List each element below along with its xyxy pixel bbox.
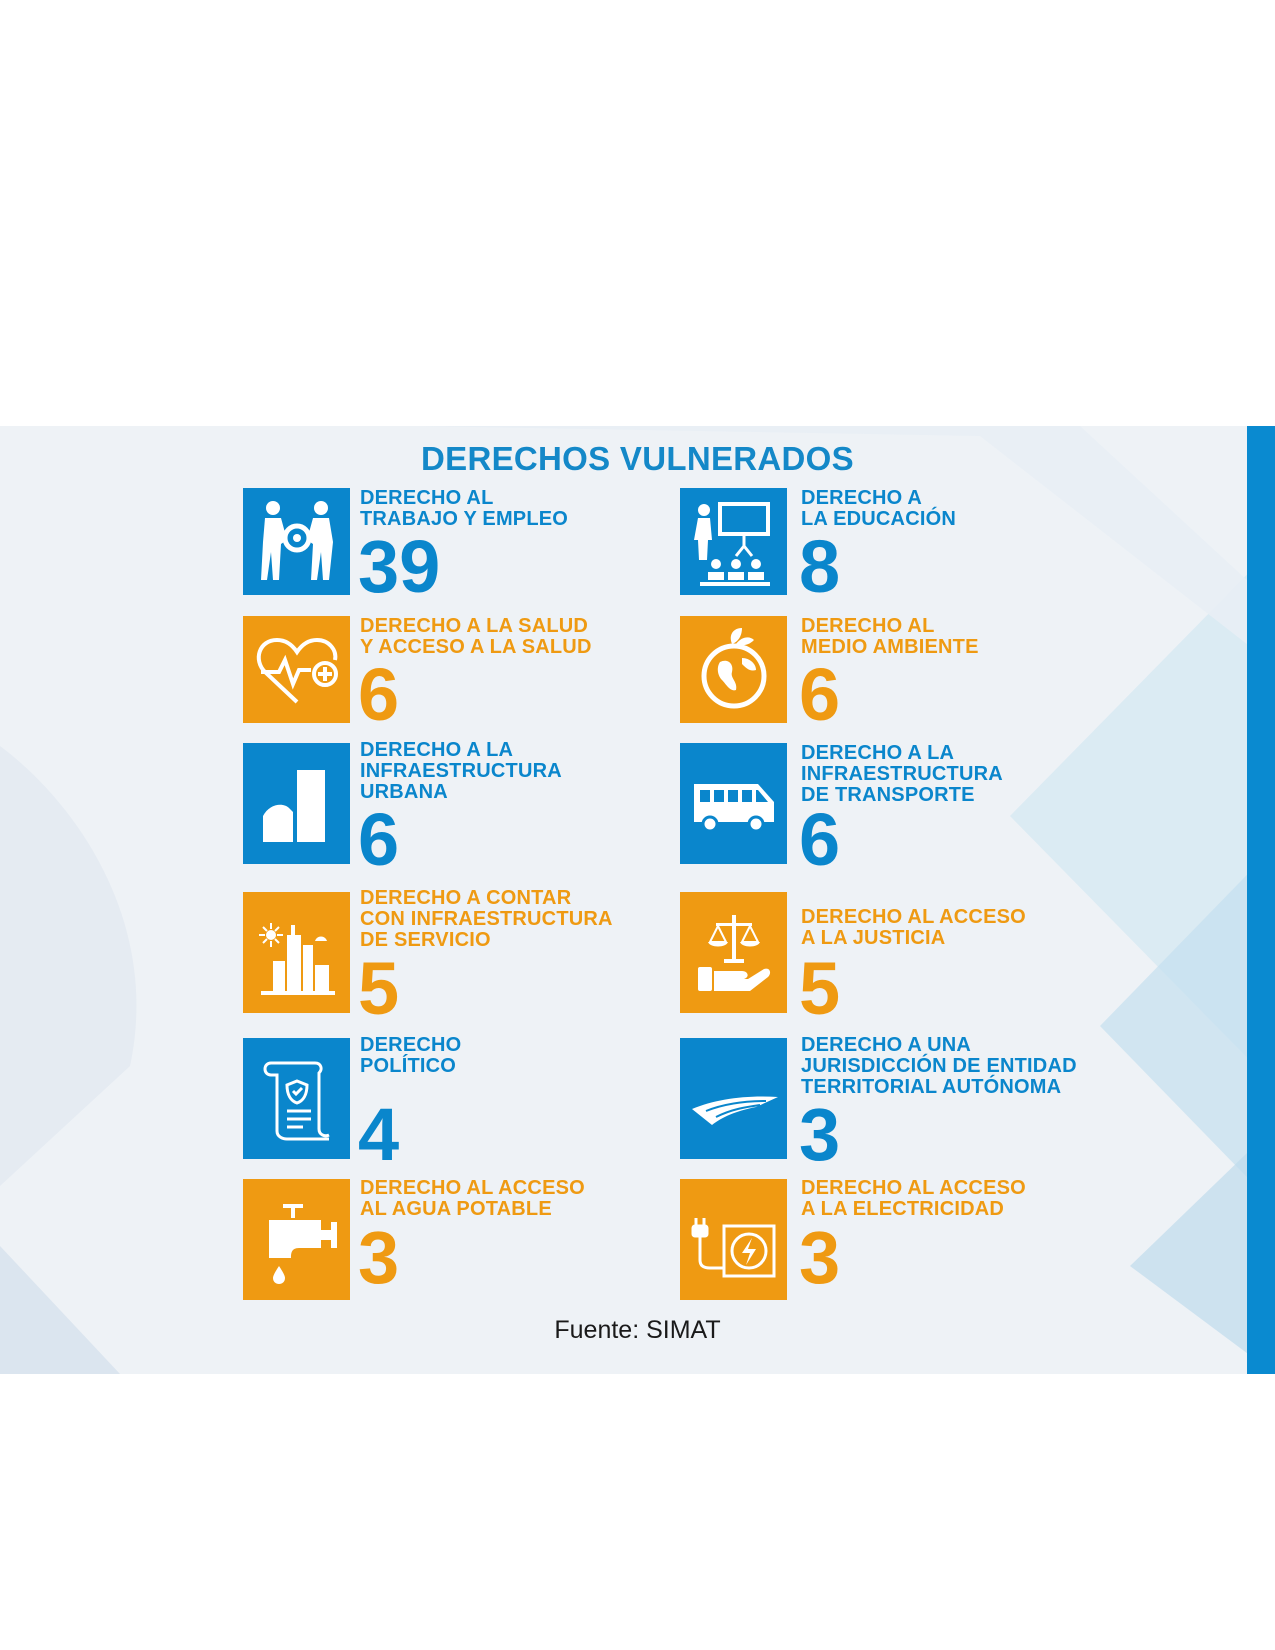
workers-gear-icon [243,488,350,595]
bus-icon [680,743,787,864]
item-label: DERECHO A LA INFRAESTRUCTURA URBANA [360,739,562,803]
item-label: DERECHO A LA INFRAESTRUCTURA DE TRANSPOR… [801,742,1003,806]
item-label: DERECHO A LA EDUCACIÓN [801,487,956,530]
document-shield-icon [243,1038,350,1159]
urban-buildings-icon [243,743,350,864]
source-caption: Fuente: SIMAT [554,1316,721,1344]
infographic-title: DERECHOS VULNERADOS [421,440,854,477]
item-label: DERECHO A LA SALUD Y ACCESO A LA SALUD [360,615,592,658]
background-decoration [0,426,1275,1374]
heart-pulse-icon [243,616,350,723]
item-value: 5 [358,947,400,1030]
item-value: 3 [358,1216,400,1299]
justice-scale-hand-icon [680,892,787,1013]
infographic-panel: DERECHOS VULNERADOS DERECHO AL TRABAJO Y… [0,426,1275,1374]
earth-leaves-icon [680,616,787,723]
electric-plug-icon [680,1179,787,1300]
territory-land-icon [680,1038,787,1159]
item-label: DERECHO POLÍTICO [360,1034,462,1077]
item-label: DERECHO AL MEDIO AMBIENTE [801,615,979,658]
item-label: DERECHO AL TRABAJO Y EMPLEO [360,487,569,530]
item-label: DERECHO A UNA JURISDICCIÓN DE ENTIDAD TE… [801,1034,1077,1098]
item-value: 3 [799,1093,841,1176]
item-value: 3 [799,1216,841,1299]
item-value: 6 [358,798,400,881]
item-value: 4 [358,1093,400,1176]
city-services-icon [243,892,350,1013]
item-label: DERECHO AL ACCESO A LA JUSTICIA [801,906,1026,949]
item-label: DERECHO A CONTAR CON INFRAESTRUCTURA DE … [360,887,613,951]
item-label: DERECHO AL ACCESO AL AGUA POTABLE [360,1177,585,1220]
item-value: 8 [799,525,841,608]
item-value: 6 [799,798,841,881]
water-tap-icon [243,1179,350,1300]
item-value: 6 [799,653,841,736]
item-value: 39 [358,525,441,608]
classroom-presentation-icon [680,488,787,595]
accent-bar [1247,426,1275,1374]
item-label: DERECHO AL ACCESO A LA ELECTRICIDAD [801,1177,1026,1220]
item-value: 6 [358,653,400,736]
item-value: 5 [799,947,841,1030]
